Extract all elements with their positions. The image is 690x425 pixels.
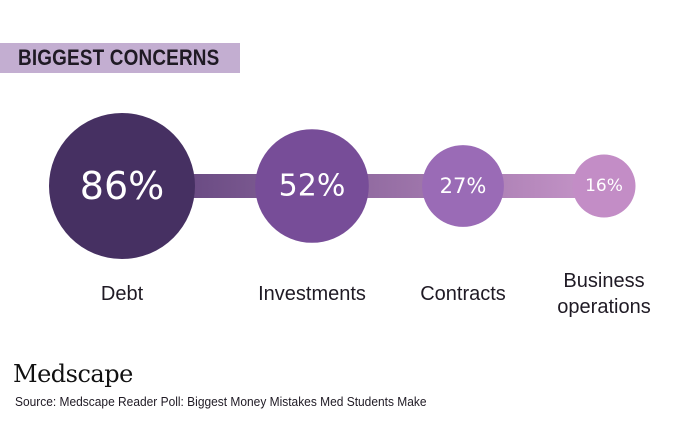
value-label-debt: 86% [80, 164, 164, 208]
medscape-logo: Medscape [13, 360, 133, 388]
bubble-chart: 86% Debt 52% Investments 27% Contracts 16% Busi… [49, 113, 651, 318]
bubble-investments [255, 129, 369, 243]
category-label-debt: Debt [101, 283, 144, 305]
chart-title: BIGGEST CONCERNS [18, 45, 220, 70]
category-label-investments: Investments [258, 283, 366, 305]
title-bar: BIGGEST CONCERNS [0, 43, 240, 73]
value-label-investments: 52% [279, 169, 346, 204]
value-label-business-operations: 16% [585, 176, 623, 196]
bubble-business-operations [572, 154, 636, 218]
source-note: Source: Medscape Reader Poll: Biggest Mo… [15, 394, 427, 409]
value-label-contracts: 27% [440, 174, 487, 198]
bubble-contracts [422, 145, 504, 227]
bubble-debt [49, 113, 195, 259]
category-label-contracts: Contracts [420, 283, 506, 305]
category-label-business-operations: Business operations [557, 270, 650, 318]
